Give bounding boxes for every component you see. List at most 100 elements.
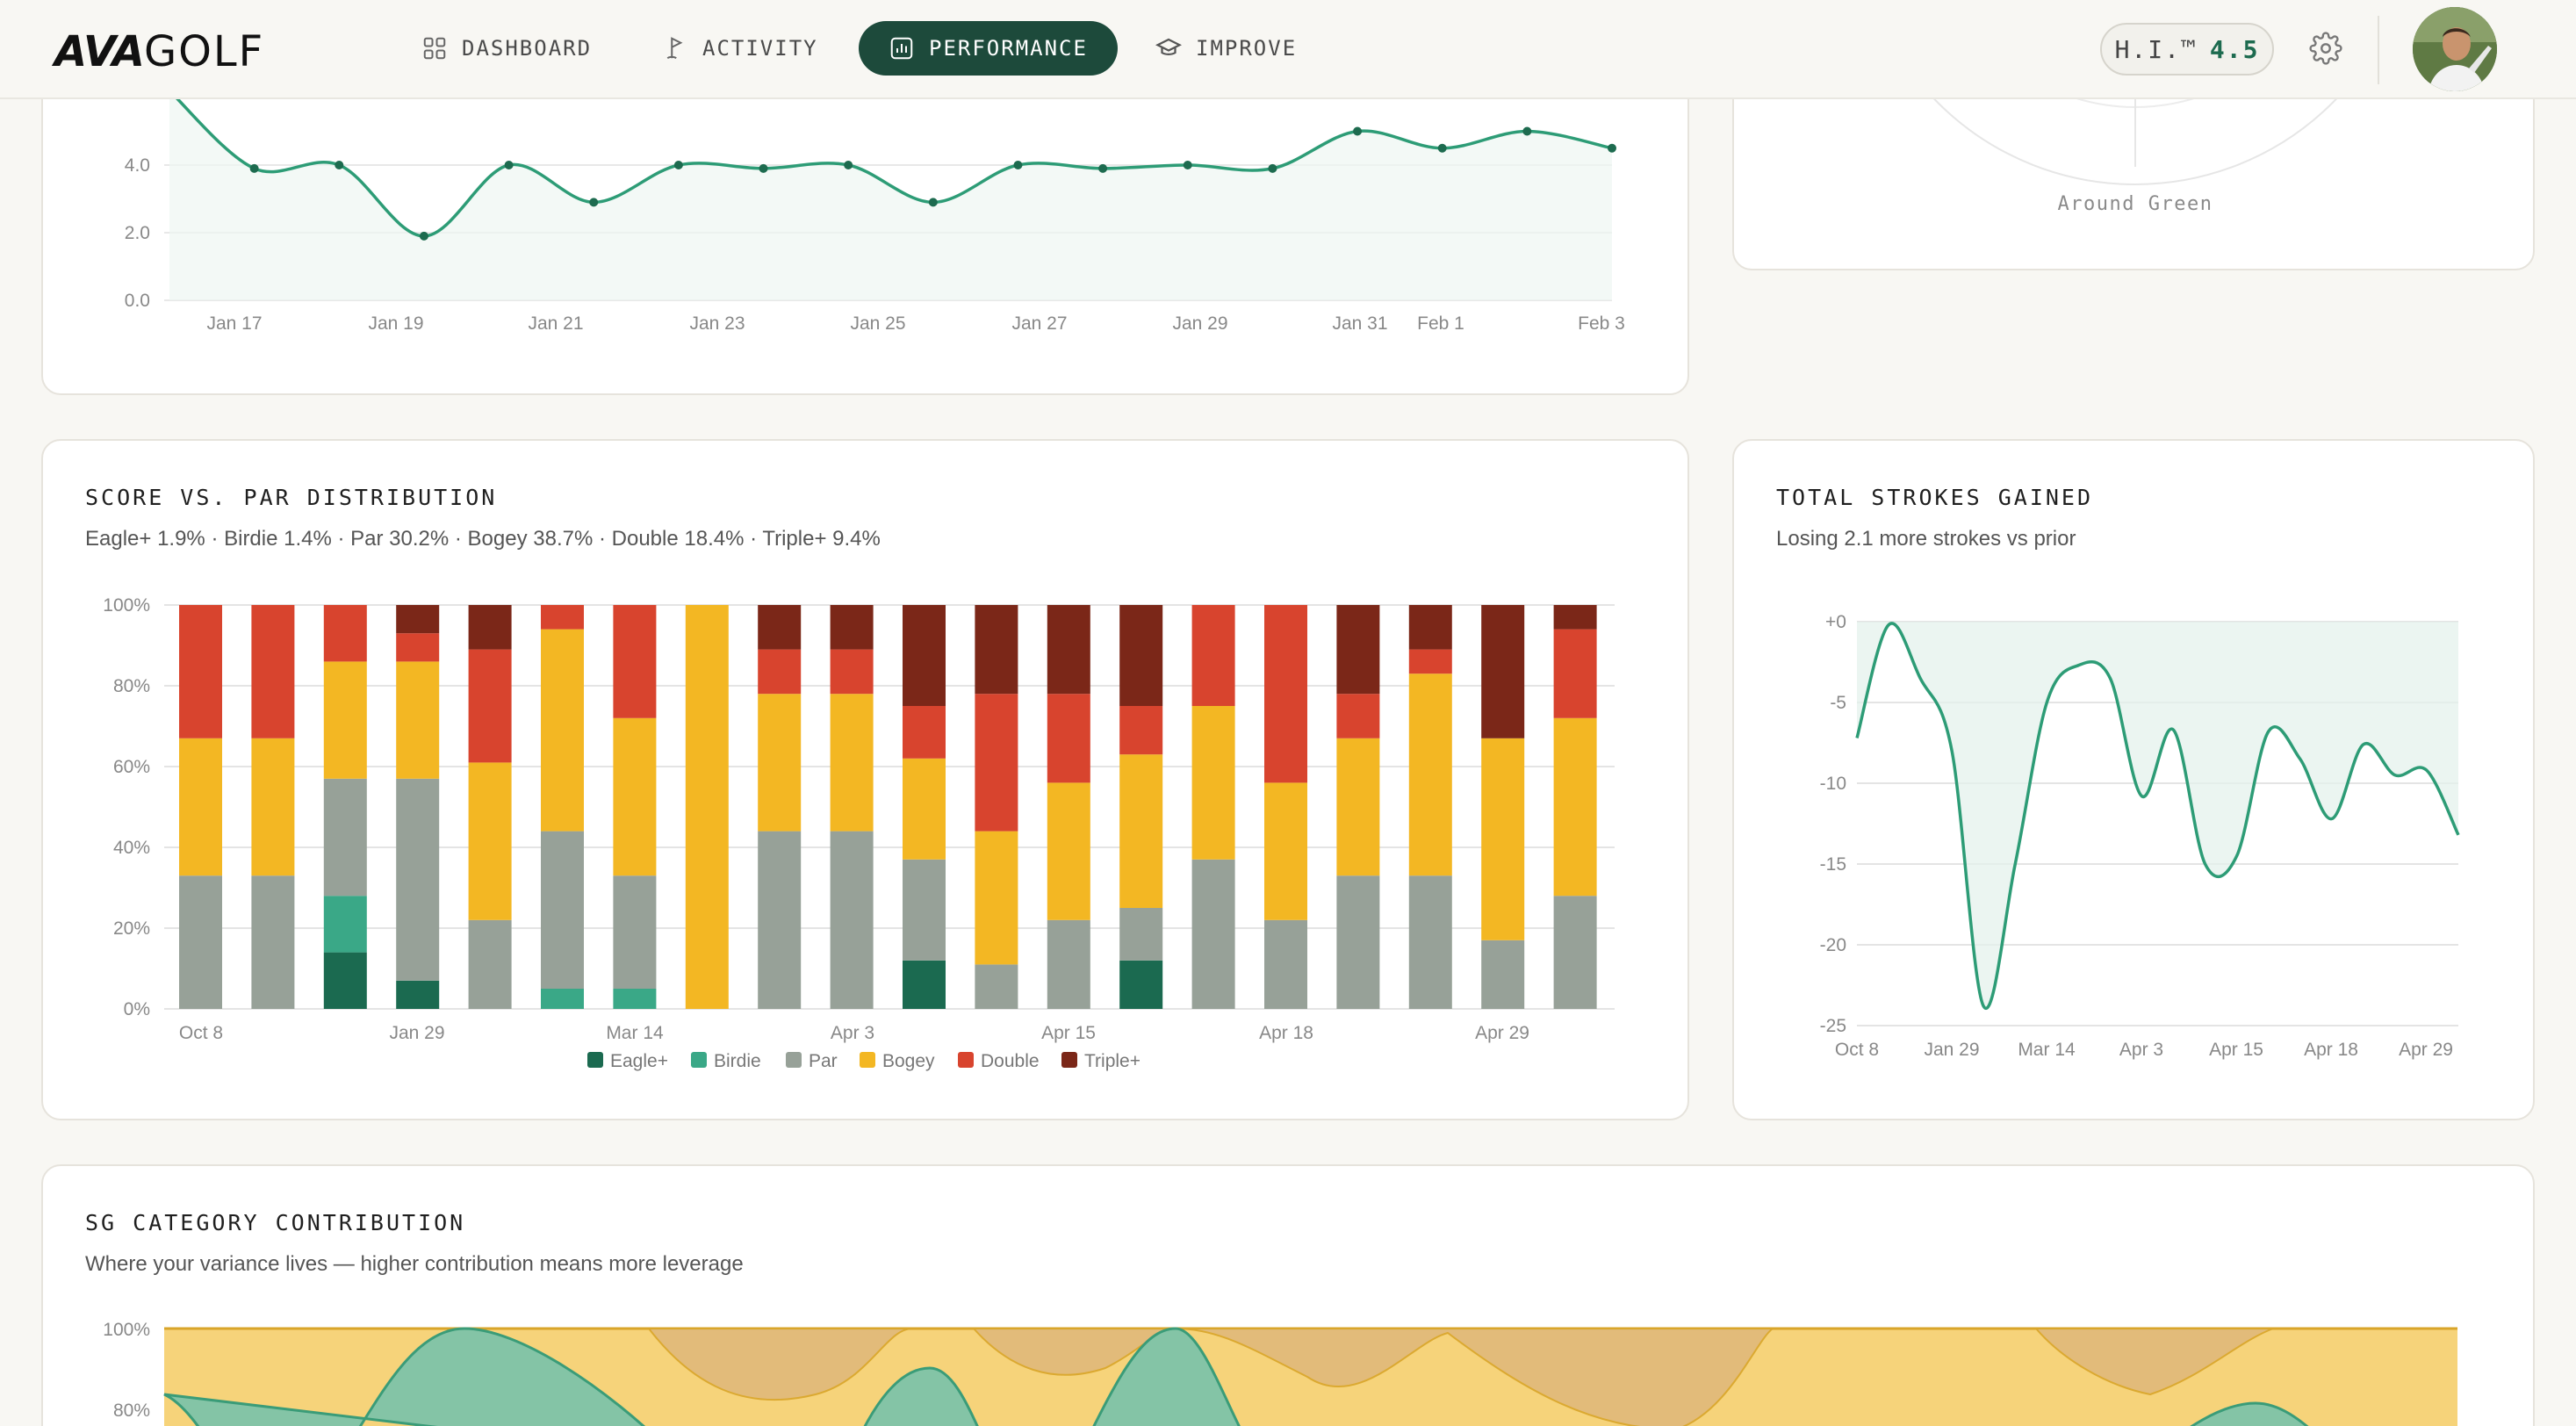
handicap-index-badge[interactable]: H.I.™ 4.5 [2100,23,2274,76]
app-logo[interactable]: AVAGOLF [54,27,264,76]
bar-segment-bogey[interactable] [1553,717,1597,897]
legend-label[interactable]: Birdie [714,1051,761,1071]
bar-segment-triple[interactable] [396,605,440,634]
bar-segment-birdie[interactable] [323,896,367,953]
bar-segment-triple[interactable] [1481,605,1525,738]
bar-segment-triple[interactable] [975,605,1018,695]
bar-segment-bogey[interactable] [1119,754,1163,908]
bar-segment-birdie[interactable] [613,989,657,1009]
bar-segment-par[interactable] [975,964,1018,1009]
bar-segment-triple[interactable] [1119,605,1163,706]
data-point[interactable] [1437,143,1447,153]
gear-icon[interactable] [2309,32,2342,65]
data-point[interactable] [673,161,683,169]
bar-segment-par[interactable] [1481,940,1525,1009]
bar-segment-double[interactable] [1264,605,1307,783]
data-point[interactable] [1013,161,1023,169]
bar-segment-par[interactable] [830,831,874,1009]
bar-segment-double[interactable] [975,694,1018,832]
bar-segment-par[interactable] [179,875,222,1009]
legend-label[interactable]: Bogey [882,1051,935,1071]
bar-segment-par[interactable] [903,859,946,961]
bar-segment-par[interactable] [1191,859,1235,1009]
data-point[interactable] [844,161,853,169]
bar-segment-bogey[interactable] [903,758,946,860]
legend-label[interactable]: Triple+ [1084,1051,1140,1071]
bar-segment-bogey[interactable] [323,661,367,779]
bar-segment-triple[interactable] [1408,605,1452,650]
bar-segment-triple[interactable] [758,605,802,650]
bar-segment-double[interactable] [758,649,802,695]
bar-segment-par[interactable] [251,875,295,1009]
bar-segment-triple[interactable] [903,605,946,706]
bar-segment-par[interactable] [1408,875,1452,1009]
bar-segment-bogey[interactable] [613,717,657,876]
nav-performance[interactable]: PERFORMANCE [859,21,1118,76]
bar-segment-par[interactable] [1336,875,1380,1009]
bar-segment-double[interactable] [251,605,295,738]
bar-segment-par[interactable] [1047,919,1090,1009]
bar-segment-bogey[interactable] [468,762,512,920]
bar-segment-double[interactable] [1408,649,1452,674]
data-point[interactable] [759,163,768,173]
bar-segment-double[interactable] [1191,605,1235,706]
nav-dashboard[interactable]: DASHBOARD [392,21,622,76]
bar-segment-bogey[interactable] [975,831,1018,965]
bar-segment-double[interactable] [396,633,440,662]
bar-segment-double[interactable] [830,649,874,695]
data-point[interactable] [504,161,514,169]
bar-segment-double[interactable] [1119,706,1163,755]
bar-segment-bogey[interactable] [1336,738,1380,876]
bar-segment-double[interactable] [1553,629,1597,718]
bar-segment-double[interactable] [541,605,584,630]
bar-segment-double[interactable] [1047,694,1090,783]
bar-segment-bogey[interactable] [1264,782,1307,920]
bar-segment-eagle[interactable] [323,952,367,1009]
bar-segment-triple[interactable] [1336,605,1380,695]
bar-segment-par[interactable] [1264,919,1307,1009]
nav-activity[interactable]: ACTIVITY [632,21,848,76]
legend-label[interactable]: Eagle+ [610,1051,668,1071]
bar-segment-double[interactable] [613,605,657,718]
bar-segment-triple[interactable] [1047,605,1090,695]
bar-segment-double[interactable] [468,649,512,763]
bar-segment-triple[interactable] [468,605,512,650]
data-point[interactable] [335,161,344,169]
bar-segment-eagle[interactable] [396,980,440,1009]
data-point[interactable] [419,231,428,241]
bar-segment-triple[interactable] [1553,605,1597,630]
bar-segment-par[interactable] [1119,908,1163,961]
data-point[interactable] [1098,163,1108,173]
nav-improve[interactable]: IMPROVE [1126,21,1327,76]
bar-segment-double[interactable] [903,706,946,759]
bar-segment-double[interactable] [323,605,367,662]
data-point[interactable] [928,198,938,207]
data-point[interactable] [1522,126,1532,136]
bar-segment-par[interactable] [541,831,584,989]
bar-segment-bogey[interactable] [758,694,802,832]
data-point[interactable] [1268,163,1277,173]
legend-label[interactable]: Par [809,1051,838,1071]
bar-segment-birdie[interactable] [541,989,584,1009]
bar-segment-bogey[interactable] [1408,673,1452,876]
data-point[interactable] [1608,143,1616,153]
bar-segment-eagle[interactable] [1119,960,1163,1009]
bar-segment-double[interactable] [1336,694,1380,738]
avatar[interactable] [2413,7,2497,91]
bar-segment-bogey[interactable] [251,738,295,876]
data-point[interactable] [249,163,259,173]
bar-segment-bogey[interactable] [830,694,874,832]
bar-segment-bogey[interactable] [1191,706,1235,860]
bar-segment-bogey[interactable] [179,738,222,876]
bar-segment-triple[interactable] [830,605,874,650]
bar-segment-par[interactable] [323,778,367,897]
bar-segment-bogey[interactable] [396,661,440,779]
bar-segment-bogey[interactable] [541,629,584,832]
bar-segment-par[interactable] [1553,896,1597,1009]
data-point[interactable] [1353,126,1363,136]
bar-segment-double[interactable] [179,605,222,738]
bar-segment-bogey[interactable] [1481,738,1525,940]
data-point[interactable] [589,198,599,207]
bar-segment-bogey[interactable] [685,605,729,1009]
bar-segment-par[interactable] [758,831,802,1009]
